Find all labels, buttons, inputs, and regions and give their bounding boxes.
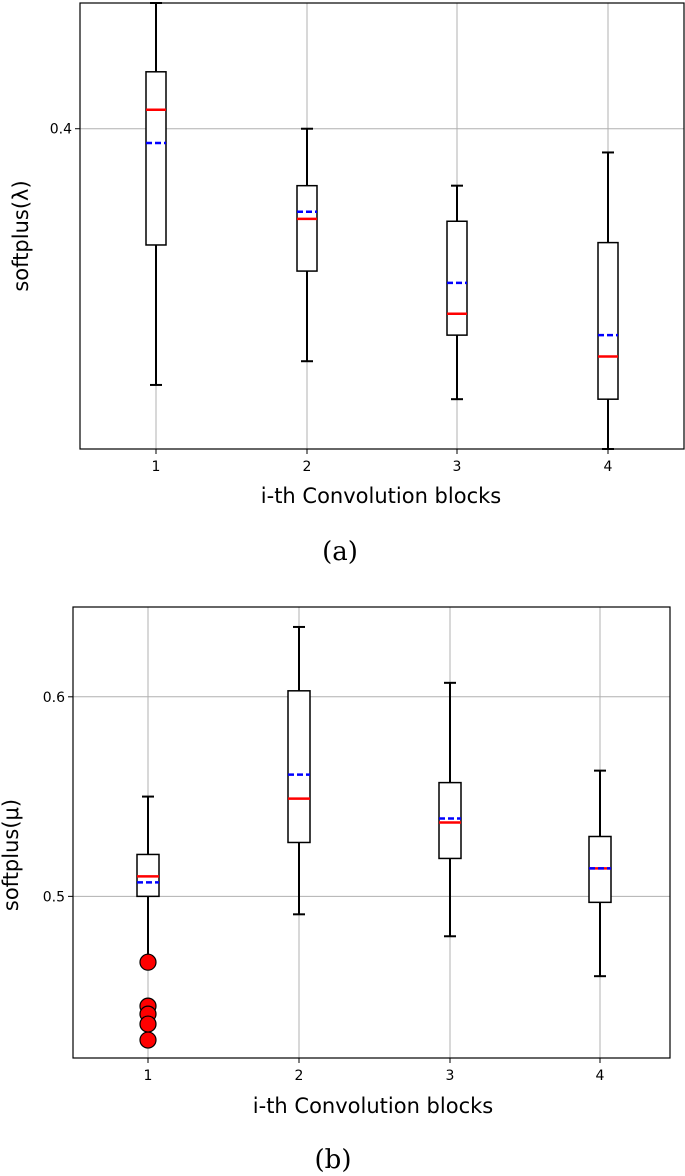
panel-a-grid [80, 3, 684, 449]
panel-b-box-4 [588, 769, 612, 978]
panel-b-box-3 [438, 681, 462, 938]
panel-b-xtick-label: 2 [295, 1068, 304, 1084]
iqr-box [446, 220, 468, 336]
panel-b-xlabel: i-th Convolution blocks [253, 1094, 493, 1118]
iqr-box [296, 184, 318, 272]
panel-a-box-4 [597, 151, 619, 450]
panel-b-grid [73, 607, 670, 1058]
panel-b-xtick-label: 3 [446, 1068, 455, 1084]
panel-b-box-1 [136, 795, 160, 1049]
panel-a-box-2 [296, 127, 318, 363]
panel-a-xtick-label: 1 [152, 459, 161, 475]
outlier-point [139, 1031, 157, 1049]
panel-a-xtick-label: 4 [604, 459, 613, 475]
panel-a-ylabel: softplus(λ) [9, 180, 33, 291]
iqr-box [145, 71, 167, 246]
panel-b-frame [72, 606, 671, 1059]
panel-b-ylabel: softplus(μ) [0, 799, 23, 911]
panel-a-boxplot: softplus(λ) i-th Convolution blocks (a) … [9, 2, 685, 567]
panel-a-xtick-label: 2 [303, 459, 312, 475]
panel-b-box-2 [287, 625, 311, 916]
iqr-box [438, 781, 462, 860]
panel-a-xtick-label: 3 [453, 459, 462, 475]
panel-a-ytick-label: 0.4 [50, 122, 72, 138]
panel-a-xlabel: i-th Convolution blocks [261, 484, 501, 508]
outlier-point [139, 1015, 157, 1033]
panel-b-xtick-label: 1 [144, 1068, 153, 1084]
panel-a-box-1 [145, 2, 167, 386]
panel-a-box-3 [446, 184, 468, 401]
panel-b-ytick-label: 0.5 [43, 889, 65, 905]
panel-a-caption: (a) [322, 537, 358, 567]
panel-a-frame [79, 2, 685, 450]
panel-b-ytick-label: 0.6 [43, 690, 65, 706]
panel-b-boxplot: softplus(μ) i-th Convolution blocks (b) … [0, 606, 671, 1175]
panel-b-xtick-label: 4 [596, 1068, 605, 1084]
outlier-point [139, 953, 157, 971]
panel-b-caption: (b) [315, 1145, 352, 1175]
iqr-box [597, 241, 619, 400]
iqr-box [287, 690, 311, 844]
